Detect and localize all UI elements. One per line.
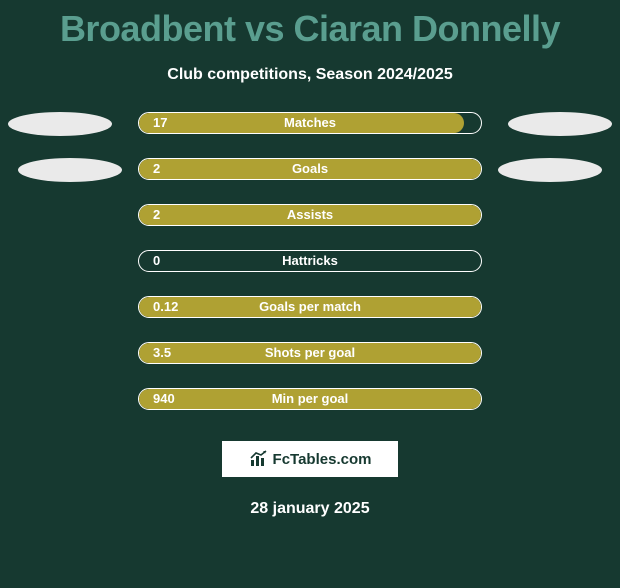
avatar-placeholder-right-2 [498, 158, 602, 182]
stat-bar-matches: 17 Matches [138, 112, 482, 134]
stat-bar-hattricks: 0 Hattricks [138, 250, 482, 272]
avatar-placeholder-left-1 [8, 112, 112, 136]
stat-label: Matches [139, 113, 481, 133]
avatar-placeholder-right-1 [508, 112, 612, 136]
stat-label: Min per goal [139, 389, 481, 409]
stat-bar-goals: 2 Goals [138, 158, 482, 180]
stat-bar-goals-per-match: 0.12 Goals per match [138, 296, 482, 318]
stat-bar-min-per-goal: 940 Min per goal [138, 388, 482, 410]
page-title: Broadbent vs Ciaran Donnelly [0, 8, 620, 50]
stat-bar-assists: 2 Assists [138, 204, 482, 226]
fctables-badge[interactable]: FcTables.com [221, 440, 399, 478]
stat-label: Goals per match [139, 297, 481, 317]
chart-area: 17 Matches 2 Goals 2 Assists 0 Hattricks… [0, 112, 620, 410]
chart-icon [249, 450, 269, 468]
subtitle: Club competitions, Season 2024/2025 [0, 66, 620, 84]
stat-bars: 17 Matches 2 Goals 2 Assists 0 Hattricks… [138, 112, 482, 410]
stat-label: Goals [139, 159, 481, 179]
date-label: 28 january 2025 [0, 500, 620, 518]
stat-bar-shots-per-goal: 3.5 Shots per goal [138, 342, 482, 364]
stat-label: Shots per goal [139, 343, 481, 363]
stat-label: Assists [139, 205, 481, 225]
stat-label: Hattricks [139, 251, 481, 271]
fctables-label: FcTables.com [273, 451, 372, 468]
avatar-placeholder-left-2 [18, 158, 122, 182]
